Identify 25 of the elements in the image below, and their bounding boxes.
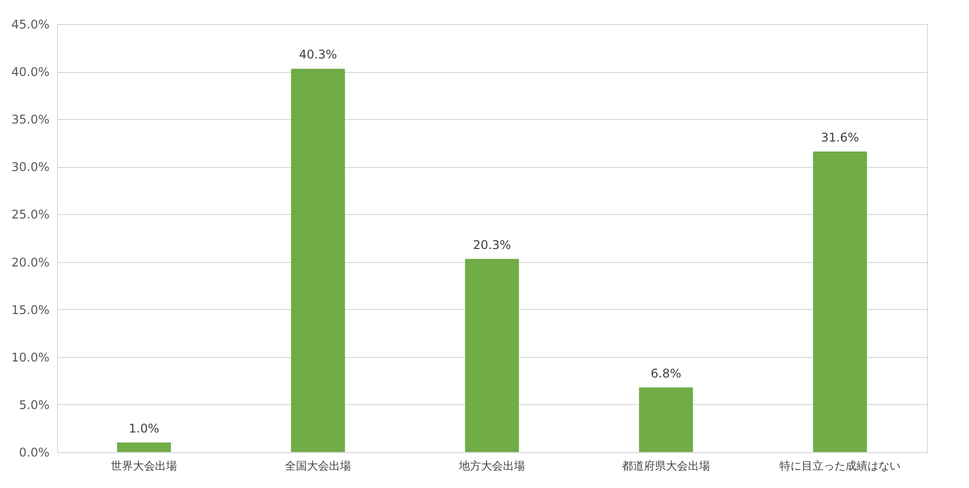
x-tick-label: 地方大会出場: [458, 460, 525, 472]
bar: [291, 68, 345, 452]
bar: [813, 151, 867, 452]
y-tick-label: 5.0%: [19, 398, 50, 412]
y-tick-label: 45.0%: [11, 18, 50, 32]
x-tick-label: 都道府県大会出場: [622, 460, 710, 472]
x-tick-label: 全国大会出場: [285, 460, 351, 472]
y-tick-label: 40.0%: [11, 65, 50, 80]
y-tick-label: 0.0%: [19, 446, 50, 460]
data-label: 20.3%: [472, 238, 512, 252]
y-tick-label: 30.0%: [11, 160, 50, 174]
data-label: 1.0%: [128, 421, 160, 436]
y-tick-label: 35.0%: [11, 112, 50, 127]
bar: [465, 258, 519, 452]
y-tick-label: 10.0%: [11, 350, 50, 364]
data-label: 31.6%: [820, 130, 860, 144]
x-tick-label: 世界大会出場: [111, 460, 177, 472]
y-tick-label: 15.0%: [11, 302, 50, 317]
bar: [117, 442, 171, 452]
y-tick-label: 25.0%: [11, 208, 50, 222]
data-label: 40.3%: [298, 48, 338, 62]
data-label: 6.8%: [650, 366, 682, 380]
y-tick-label: 20.0%: [11, 255, 50, 270]
x-tick-label: 特に目立った成績はない: [780, 460, 900, 472]
bar: [639, 387, 693, 452]
